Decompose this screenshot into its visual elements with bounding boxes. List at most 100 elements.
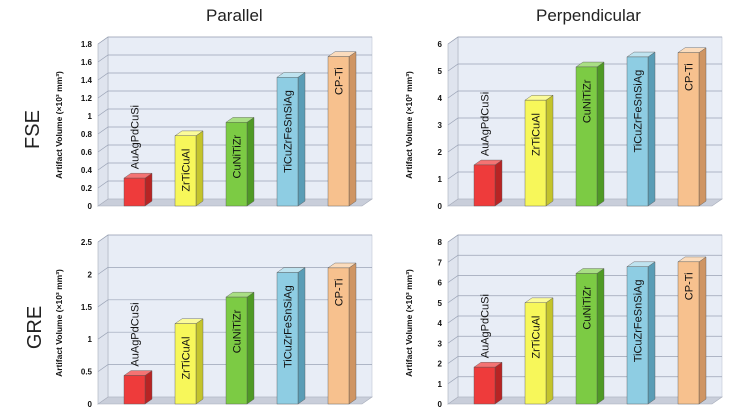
side-wall bbox=[97, 36, 109, 207]
bar-ticuzrfesnsiag bbox=[276, 77, 299, 207]
bar-auagpdcusi bbox=[123, 375, 146, 405]
bar-side bbox=[297, 267, 306, 405]
category-label: CP-Ti bbox=[334, 279, 346, 307]
bar-cunitizr bbox=[225, 122, 248, 207]
category-label: TiCuZrFeSnSiAg bbox=[283, 285, 295, 368]
category-label: TiCuZrFeSnSiAg bbox=[633, 280, 645, 363]
y-tick-label: 1.2 bbox=[81, 94, 93, 103]
y-tick-label: 8 bbox=[438, 238, 443, 247]
gridline bbox=[97, 36, 372, 45]
bar-ticuzrfesnsiag bbox=[626, 266, 649, 405]
y-tick-label: 0.6 bbox=[81, 148, 93, 157]
category-label: CP-Ti bbox=[684, 272, 696, 300]
bar-auagpdcusi bbox=[473, 366, 496, 405]
y-axis-title: Artifact Volume (×10³ mm³) bbox=[54, 269, 64, 377]
bar-cp-ti bbox=[677, 261, 700, 405]
gridline bbox=[447, 36, 722, 45]
column-title-perpendicular: Perpendicular bbox=[536, 6, 641, 25]
y-tick-label: 0 bbox=[438, 400, 443, 409]
bar-zrticual bbox=[174, 135, 197, 207]
bar-side bbox=[494, 159, 503, 207]
category-label: AuAgPdCuSi bbox=[480, 294, 492, 358]
category-label: ZrTiCuAl bbox=[181, 149, 193, 192]
chart-fse-perpendicular: 0 1 2 3 4 5 6 Artifact Volume (×10³ mm³) AuAgPdC… bbox=[404, 36, 723, 211]
chart-fse-parallel: 0 0.2 0.4 0.6 0.8 1 1.2 1.4 1.6 1.8 Artifact Volum… bbox=[54, 36, 373, 211]
gridline bbox=[447, 254, 722, 263]
y-tick-label: 1.6 bbox=[81, 58, 93, 67]
y-tick-label: 0.2 bbox=[81, 184, 93, 193]
y-tick-label: 2.5 bbox=[81, 238, 93, 247]
y-axis-title: Artifact Volume (×10³ mm³) bbox=[54, 71, 64, 179]
bar-cunitizr bbox=[575, 273, 598, 405]
bar-cp-ti bbox=[327, 267, 350, 405]
category-label: ZrTiCuAl bbox=[531, 316, 543, 359]
bar-side bbox=[195, 130, 204, 207]
category-label: AuAgPdCuSi bbox=[480, 92, 492, 156]
category-label: CP-Ti bbox=[334, 67, 346, 95]
bar-side bbox=[297, 72, 306, 207]
y-axis-title: Artifact Volume (×10³ mm³) bbox=[404, 71, 414, 179]
category-label: TiCuZrFeSnSiAg bbox=[283, 90, 295, 173]
bar-side bbox=[647, 51, 656, 207]
y-tick-label: 0 bbox=[88, 202, 93, 211]
chart-gre-parallel: 0 0.5 1 1.5 2 2.5 Artifact Volume (×10³ mm³) Au… bbox=[54, 234, 373, 409]
bar-side bbox=[494, 361, 503, 405]
category-label: CuNiTiZr bbox=[232, 135, 244, 179]
category-label: ZrTiCuAl bbox=[181, 337, 193, 380]
y-tick-label: 1 bbox=[88, 335, 93, 344]
y-tick-label: 0.4 bbox=[81, 166, 93, 175]
gridline bbox=[97, 54, 372, 63]
row-label-gre: GRE bbox=[24, 305, 47, 350]
bar-side bbox=[596, 61, 605, 207]
y-tick-label: 6 bbox=[438, 40, 443, 49]
y-tick-label: 0.8 bbox=[81, 130, 93, 139]
bar-cunitizr bbox=[575, 66, 598, 207]
y-tick-label: 2 bbox=[438, 360, 443, 369]
y-tick-label: 6 bbox=[438, 279, 443, 288]
y-tick-label: 1 bbox=[438, 380, 443, 389]
bar-side bbox=[246, 291, 255, 405]
chart-gre-perpendicular: 0 1 2 3 4 5 6 7 8 Artifact Volume (×10³ mm³) AuAgP… bbox=[404, 234, 723, 409]
bar-side bbox=[144, 370, 153, 405]
y-tick-label: 0.5 bbox=[81, 368, 93, 377]
y-tick-label: 5 bbox=[438, 67, 443, 76]
y-tick-label: 1 bbox=[88, 112, 93, 121]
y-tick-label: 0 bbox=[88, 400, 93, 409]
gridline bbox=[97, 234, 372, 243]
bar-side bbox=[698, 47, 707, 207]
bar-side bbox=[596, 268, 605, 405]
bar-side bbox=[144, 172, 153, 207]
y-tick-label: 2 bbox=[88, 270, 93, 279]
y-tick-label: 4 bbox=[438, 319, 443, 328]
category-label: CP-Ti bbox=[684, 63, 696, 91]
y-tick-label: 2 bbox=[438, 148, 443, 157]
y-tick-label: 1.8 bbox=[81, 40, 93, 49]
y-tick-label: 1.4 bbox=[81, 76, 93, 85]
bar-side bbox=[246, 117, 255, 207]
bar-zrticual bbox=[524, 99, 547, 207]
bar-cp-ti bbox=[327, 56, 350, 207]
y-tick-label: 1 bbox=[438, 175, 443, 184]
bar-side bbox=[348, 51, 357, 207]
bar-zrticual bbox=[524, 302, 547, 405]
y-tick-label: 3 bbox=[438, 121, 443, 130]
y-tick-label: 4 bbox=[438, 94, 443, 103]
bar-zrticual bbox=[174, 323, 197, 405]
y-tick-label: 3 bbox=[438, 339, 443, 348]
y-tick-label: 5 bbox=[438, 299, 443, 308]
y-tick-label: 0 bbox=[438, 202, 443, 211]
column-title-parallel: Parallel bbox=[206, 6, 263, 25]
y-axis-title: Artifact Volume (×10³ mm³) bbox=[404, 269, 414, 377]
bar-cunitizr bbox=[225, 296, 248, 405]
bar-side bbox=[348, 262, 357, 405]
category-label: CuNiTiZr bbox=[582, 79, 594, 123]
category-label: ZrTiCuAl bbox=[531, 113, 543, 156]
category-label: AuAgPdCuSi bbox=[130, 105, 142, 169]
side-wall bbox=[97, 234, 109, 405]
bar-side bbox=[545, 297, 554, 405]
category-label: AuAgPdCuSi bbox=[130, 302, 142, 366]
y-tick-label: 7 bbox=[438, 258, 443, 267]
bar-ticuzrfesnsiag bbox=[276, 272, 299, 405]
bar-ticuzrfesnsiag bbox=[626, 56, 649, 207]
bar-side bbox=[647, 261, 656, 405]
